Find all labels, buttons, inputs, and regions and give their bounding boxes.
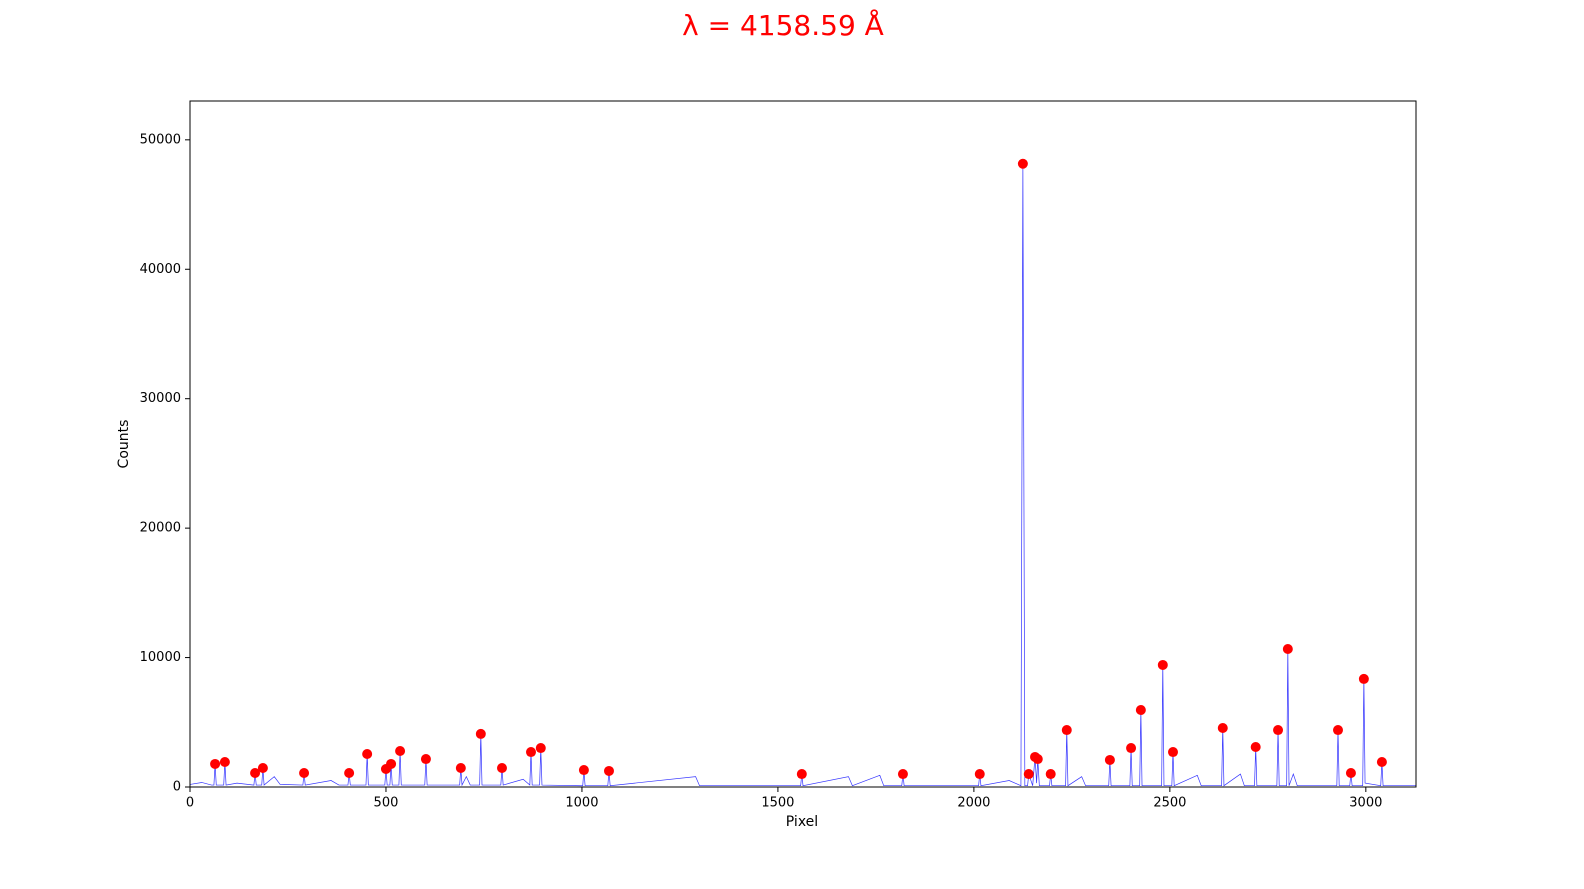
y-tick-label: 0: [173, 780, 181, 795]
peak-marker: [796, 769, 807, 780]
x-tick-label: 1000: [565, 796, 598, 811]
peak-marker: [1167, 747, 1178, 758]
peak-marker: [299, 768, 310, 779]
peak-marker: [257, 762, 268, 773]
peak-marker: [1217, 722, 1228, 733]
peak-marker: [1282, 644, 1293, 655]
y-tick-label: 50000: [140, 132, 181, 147]
peak-marker: [496, 762, 507, 773]
peak-marker: [1104, 754, 1115, 765]
y-tick-label: 10000: [140, 650, 181, 665]
chart-title: λ = 4158.59 Å: [682, 8, 884, 42]
peak-marker: [1032, 754, 1043, 765]
peak-marker: [897, 769, 908, 780]
peak-marker: [455, 762, 466, 773]
peak-marker: [1358, 673, 1369, 684]
peak-marker: [535, 743, 546, 754]
peak-marker: [1376, 757, 1387, 768]
x-tick-label: 2500: [1153, 796, 1186, 811]
peak-marker: [974, 769, 985, 780]
peak-marker: [603, 765, 614, 776]
peak-marker: [1045, 769, 1056, 780]
peak-marker: [1273, 725, 1284, 736]
peak-marker: [1333, 725, 1344, 736]
peak-marker: [1126, 743, 1137, 754]
peak-marker: [210, 758, 221, 769]
y-axis-label: Counts: [116, 420, 132, 469]
peak-marker: [1250, 742, 1261, 753]
peak-marker: [525, 747, 536, 758]
peak-marker: [1017, 158, 1028, 169]
x-tick-label: 2000: [957, 796, 990, 811]
peak-marker: [219, 757, 230, 768]
peak-marker: [420, 754, 431, 765]
peak-marker: [1135, 704, 1146, 715]
x-tick-label: 3000: [1349, 796, 1382, 811]
y-tick-label: 20000: [140, 521, 181, 536]
y-tick-label: 40000: [140, 262, 181, 277]
peak-marker: [475, 728, 486, 739]
x-tick-label: 500: [374, 796, 399, 811]
peak-marker: [578, 765, 589, 776]
y-tick-label: 30000: [140, 391, 181, 406]
x-tick-label: 0: [186, 796, 194, 811]
peak-marker: [386, 758, 397, 769]
spectrum-line: [189, 163, 1416, 787]
peak-marker: [362, 748, 373, 759]
peak-marker: [1345, 768, 1356, 779]
peak-marker: [344, 768, 355, 779]
peak-marker: [1023, 769, 1034, 780]
peak-marker: [1061, 725, 1072, 736]
peak-marker: [395, 746, 406, 757]
x-tick-label: 1500: [761, 796, 794, 811]
plot-frame: [189, 100, 1417, 788]
x-axis-label: Pixel: [786, 814, 818, 830]
peak-marker: [250, 768, 261, 779]
peak-marker: [1157, 659, 1168, 670]
